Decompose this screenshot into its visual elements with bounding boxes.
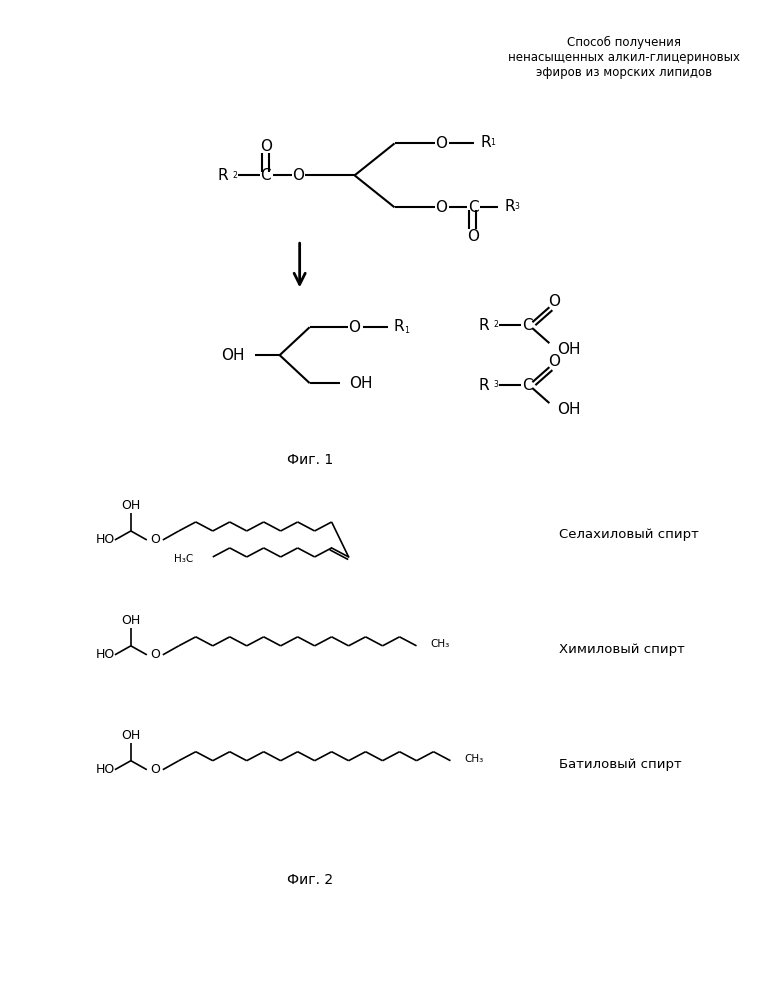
Text: R: R — [479, 318, 489, 333]
Text: C: C — [522, 378, 533, 393]
Text: O: O — [349, 320, 361, 335]
Text: HO: HO — [96, 648, 115, 661]
Text: Селахиловый спирт: Селахиловый спирт — [560, 528, 699, 541]
Text: Фиг. 2: Фиг. 2 — [286, 872, 333, 886]
Text: R: R — [504, 199, 515, 214]
Text: $_3$: $_3$ — [514, 200, 521, 213]
Text: O: O — [548, 354, 560, 369]
Text: $_1$: $_1$ — [490, 136, 496, 149]
Text: O: O — [435, 136, 448, 151]
Text: CH₃: CH₃ — [431, 638, 450, 648]
Text: CH₃: CH₃ — [465, 753, 484, 763]
Text: OH: OH — [121, 729, 141, 742]
Text: O: O — [548, 294, 560, 309]
Text: H₃C: H₃C — [174, 553, 193, 563]
Text: OH: OH — [222, 348, 245, 363]
Text: R: R — [479, 378, 489, 393]
Text: O: O — [259, 139, 272, 154]
Text: O: O — [150, 648, 160, 661]
Text: O: O — [150, 533, 160, 546]
Text: ненасыщенных алкил-глицериновых: ненасыщенных алкил-глицериновых — [508, 51, 740, 64]
Text: $_2$: $_2$ — [493, 319, 499, 332]
Text: R: R — [480, 135, 491, 150]
Text: OH: OH — [121, 500, 141, 512]
Text: R: R — [394, 319, 405, 334]
Text: $_1$: $_1$ — [404, 325, 410, 338]
Text: C: C — [260, 168, 271, 183]
Text: R: R — [217, 168, 228, 183]
Text: $_2$: $_2$ — [232, 169, 238, 182]
Text: HO: HO — [96, 763, 115, 776]
Text: эфиров из морских липидов: эфиров из морских липидов — [537, 66, 713, 79]
Text: C: C — [522, 318, 533, 333]
Text: O: O — [150, 763, 160, 776]
Text: HO: HO — [96, 533, 115, 546]
Text: O: O — [468, 229, 479, 244]
Text: Способ получения: Способ получения — [567, 36, 681, 49]
Text: OH: OH — [350, 376, 373, 391]
Text: C: C — [468, 200, 479, 215]
Text: Химиловый спирт: Химиловый спирт — [560, 643, 685, 656]
Text: O: O — [292, 168, 303, 183]
Text: OH: OH — [557, 342, 581, 357]
Text: OH: OH — [557, 402, 581, 417]
Text: $_3$: $_3$ — [493, 379, 499, 392]
Text: OH: OH — [121, 614, 141, 627]
Text: Фиг. 1: Фиг. 1 — [286, 453, 333, 468]
Text: Батиловый спирт: Батиловый спирт — [560, 758, 682, 771]
Text: O: O — [435, 200, 448, 215]
